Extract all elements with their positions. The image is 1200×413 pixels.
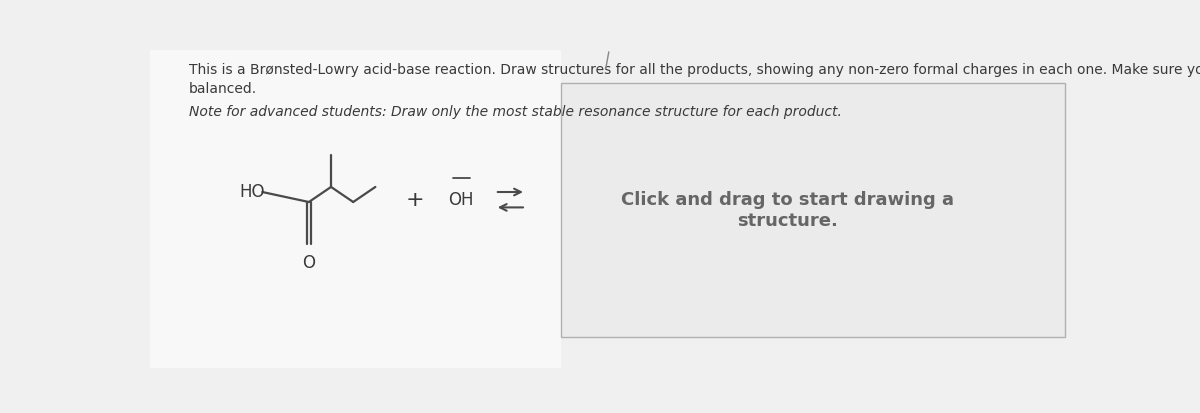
Text: This is a Brønsted-Lowry acid-base reaction. Draw structures for all the product: This is a Brønsted-Lowry acid-base react… bbox=[188, 63, 1200, 77]
Text: Click and drag to start drawing a
structure.: Click and drag to start drawing a struct… bbox=[622, 191, 954, 230]
Text: HO: HO bbox=[239, 183, 265, 201]
Text: Note for advanced students: Draw only the most stable resonance structure for ea: Note for advanced students: Draw only th… bbox=[188, 105, 841, 119]
Text: OH: OH bbox=[449, 191, 474, 209]
Text: balanced.: balanced. bbox=[188, 82, 257, 96]
Bar bbox=[562, 83, 1066, 337]
Text: O: O bbox=[302, 254, 316, 272]
Bar bbox=[150, 50, 562, 368]
Text: +: + bbox=[406, 190, 425, 210]
